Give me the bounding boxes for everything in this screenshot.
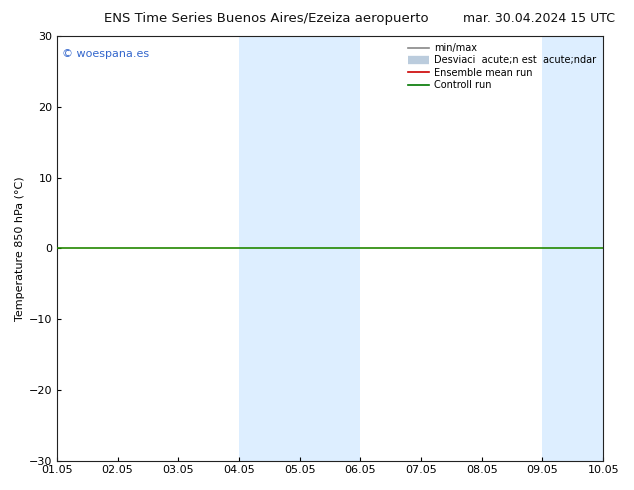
- Legend: min/max, Desviaci  acute;n est  acute;ndar, Ensemble mean run, Controll run: min/max, Desviaci acute;n est acute;ndar…: [406, 41, 598, 92]
- Text: © woespana.es: © woespana.es: [62, 49, 150, 59]
- Bar: [239, 36, 360, 461]
- Y-axis label: Temperature 850 hPa (°C): Temperature 850 hPa (°C): [15, 176, 25, 321]
- Text: mar. 30.04.2024 15 UTC: mar. 30.04.2024 15 UTC: [463, 12, 615, 25]
- Bar: [543, 36, 634, 461]
- Text: ENS Time Series Buenos Aires/Ezeiza aeropuerto: ENS Time Series Buenos Aires/Ezeiza aero…: [104, 12, 429, 25]
